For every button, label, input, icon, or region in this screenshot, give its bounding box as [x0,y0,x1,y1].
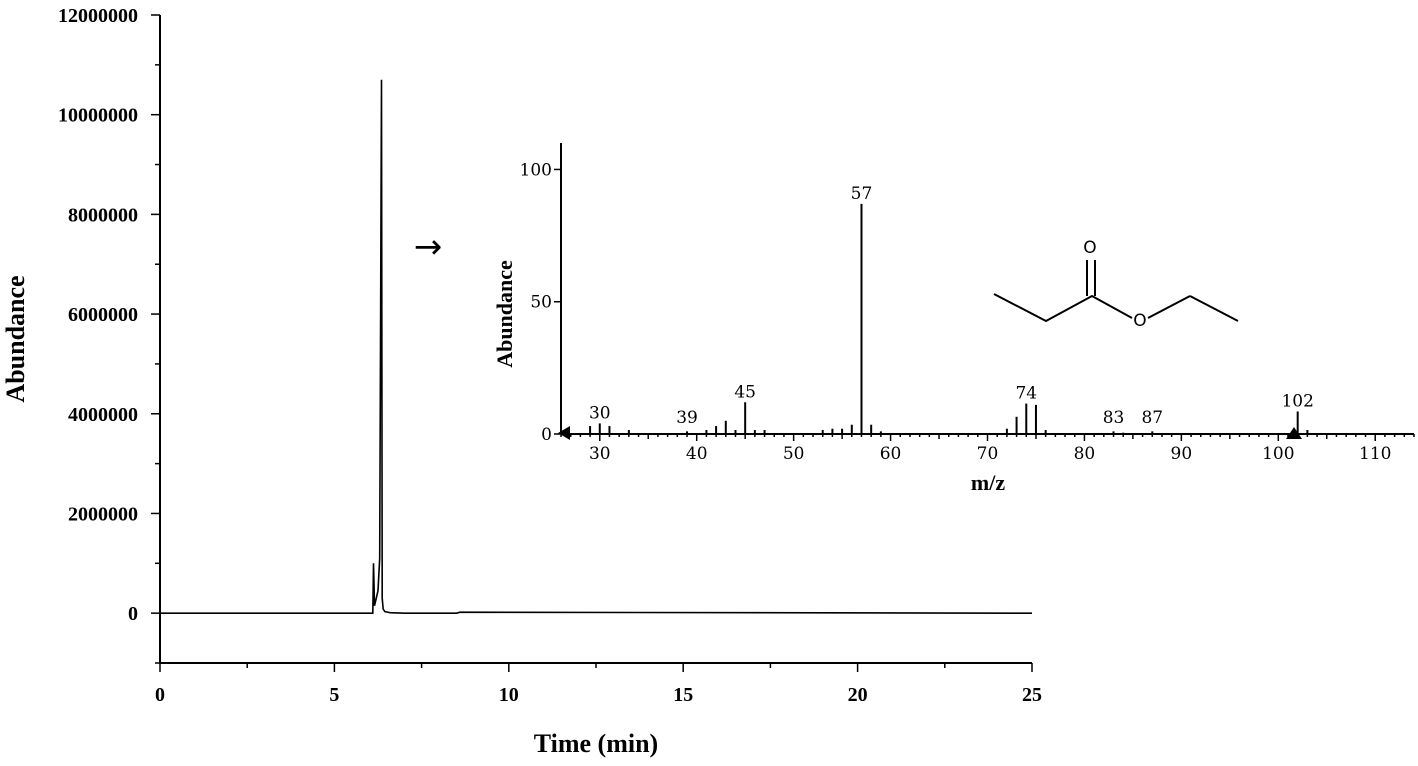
inset-x-tick-label: 110 [1359,444,1391,464]
main-y-tick-label: 10000000 [58,105,138,127]
main-x-tick-label: 20 [848,684,868,706]
main-x-tick-label: 25 [1022,684,1042,706]
inset-x-tick-label: 40 [686,444,708,464]
molecule-bond-ethyl [1189,295,1239,322]
main-y-tick-label: 2000000 [68,503,138,525]
chromatogram-trace [160,79,1033,614]
inset-y-ticks: 0 50 100 [520,160,561,445]
inset-spectrum-sticks [589,203,1309,434]
peak-label: 102 [1281,392,1313,412]
inset-y-tick-label: 100 [520,160,552,180]
main-x-tick-label: 10 [499,684,519,706]
inset-y-tick-label: 0 [541,425,552,445]
inset-y-tick-label: 50 [530,293,552,313]
main-chart: 0 5 10 15 20 25 0 2000000 4000000 6000000 8000000… [1,5,1042,758]
molecule-structure: O O [993,238,1239,331]
peak-label: 30 [589,403,611,423]
main-y-ticks: 0 2000000 4000000 6000000 8000000 10000000 120… [58,5,160,664]
carbonyl-oxygen-label: O [1083,238,1096,258]
inset-y-axis-label: Abundance [492,260,517,368]
main-y-tick-label: 6000000 [68,304,138,326]
inset-x-tick-label: 100 [1262,444,1294,464]
main-y-tick-label: 8000000 [68,204,138,226]
inset-x-axis-label: m/z [971,470,1005,495]
main-x-ticks: 0 5 10 15 20 25 [155,663,1042,706]
main-y-axis-label: Abundance [1,275,30,402]
arrow-annotation: → [414,227,443,267]
inset-x-tick-label: 80 [1074,444,1096,464]
peak-label: 45 [734,382,756,402]
inset-chart: 30 40 50 60 70 80 90 100 110 0 50 100 30 39 45 57 74 83… [492,143,1415,495]
peak-label: 39 [676,408,698,428]
peak-label: 83 [1103,408,1125,428]
inset-x-tick-label: 60 [880,444,902,464]
main-x-tick-label: 15 [673,684,693,706]
main-x-tick-label: 5 [329,684,339,706]
inset-x-tick-label: 50 [783,444,805,464]
main-x-tick-label: 0 [155,684,165,706]
peak-label: 74 [1015,384,1037,404]
inset-x-tick-label: 30 [589,444,611,464]
peak-label: 57 [851,184,873,204]
main-y-tick-label: 0 [128,603,138,625]
inset-x-ticks: 30 40 50 60 70 80 90 100 110 [560,434,1415,464]
inset-left-marker-icon [558,426,570,440]
molecule-bonds [993,293,1133,323]
inset-x-tick-label: 70 [977,444,999,464]
inset-x-tick-label: 90 [1171,444,1193,464]
main-x-axis-label: Time (min) [534,729,658,758]
main-y-tick-label: 4000000 [68,404,138,426]
inset-peak-labels: 30 39 45 57 74 83 87 102 [589,184,1314,428]
peak-label: 87 [1141,408,1163,428]
main-y-tick-label: 12000000 [58,5,138,27]
molecule-bond-o-ethyl [1147,295,1191,319]
ester-oxygen-label: O [1133,311,1146,331]
